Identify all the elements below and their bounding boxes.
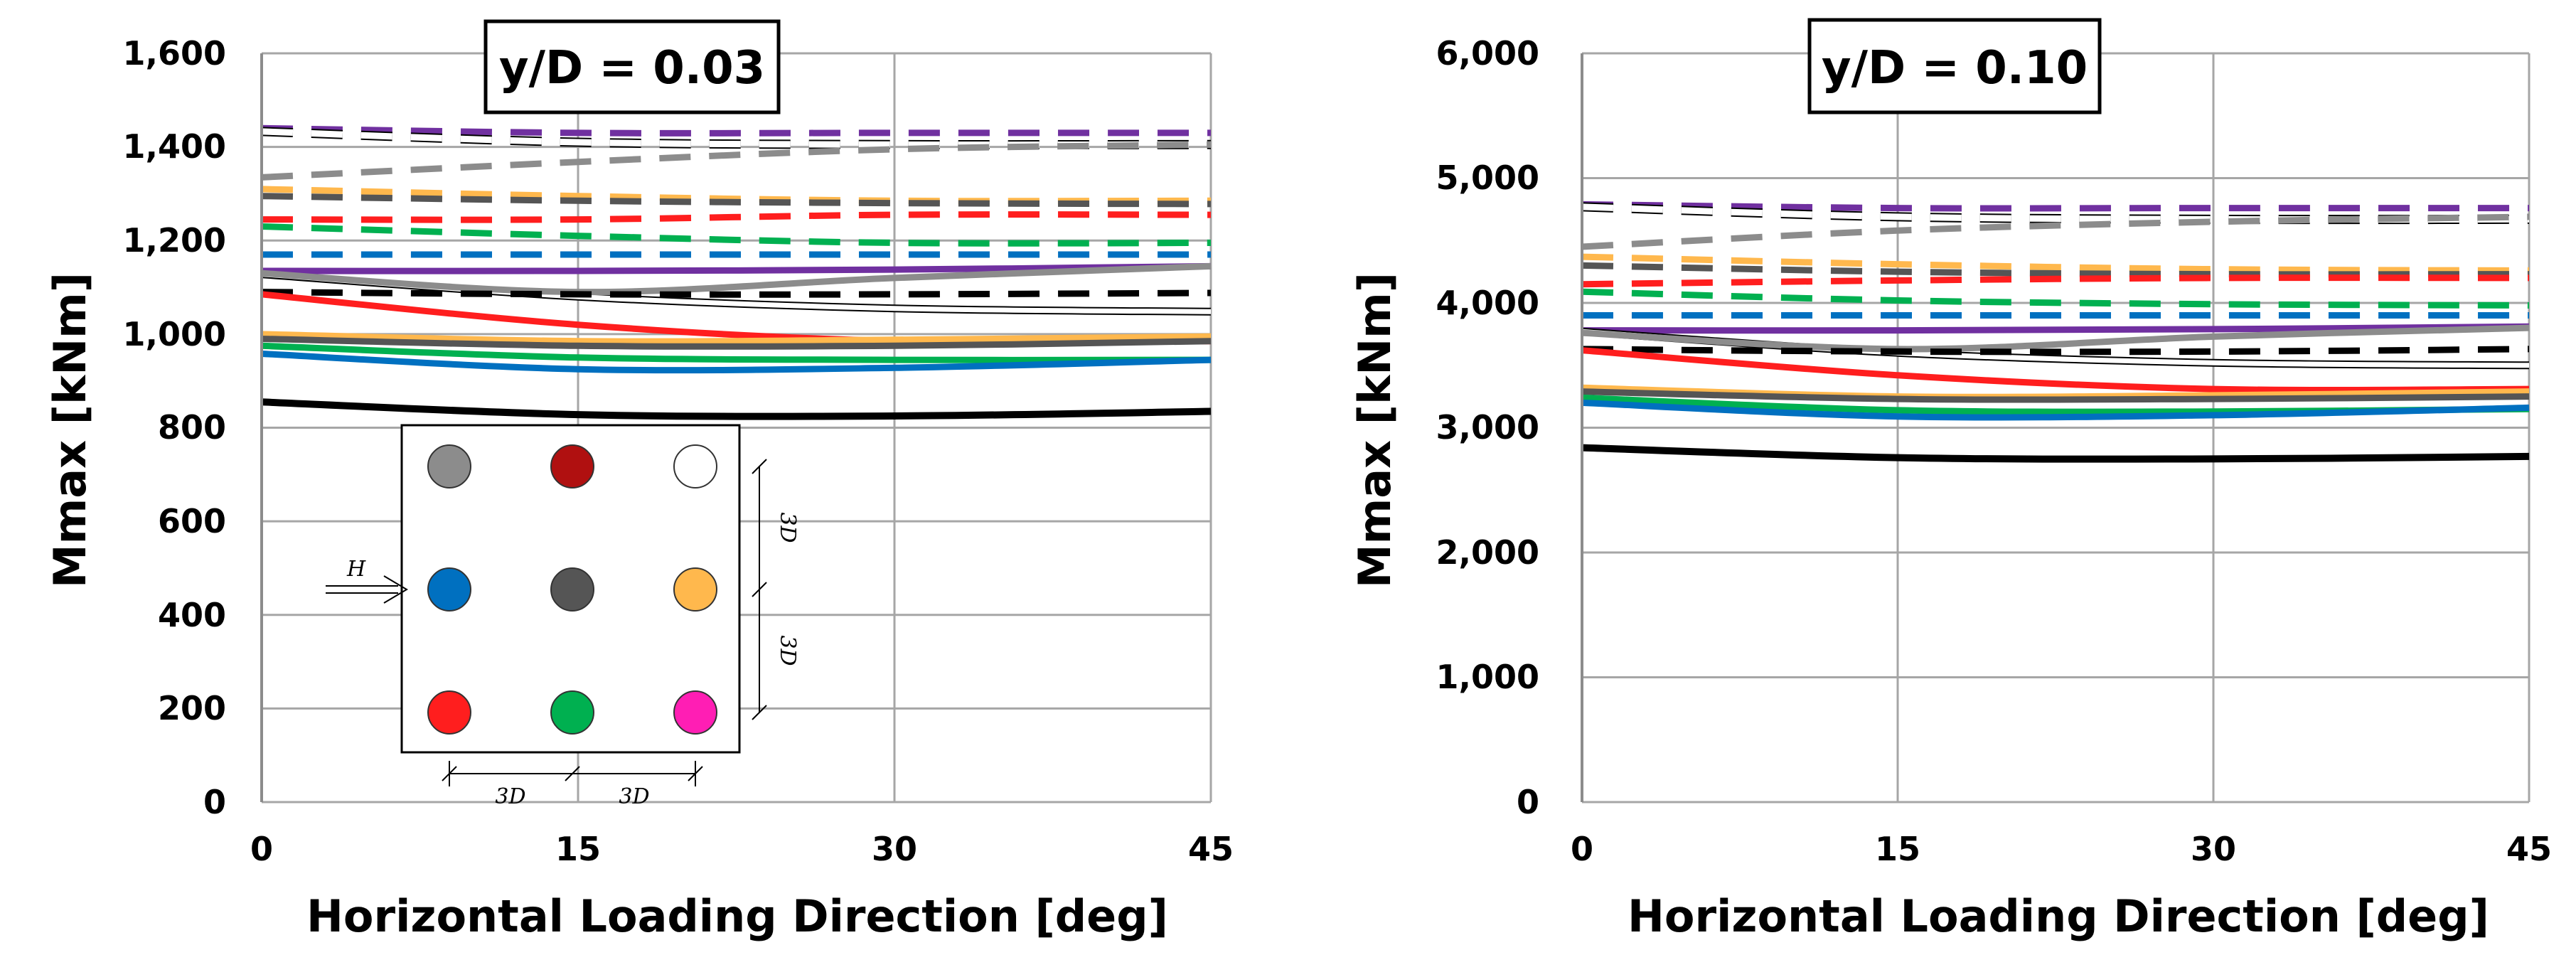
y-tick-label: 1,400 bbox=[122, 127, 226, 166]
y-tick-label: 1,200 bbox=[122, 221, 226, 260]
y-tick-label: 4,000 bbox=[1436, 284, 1539, 322]
x-tick-label: 15 bbox=[555, 830, 601, 868]
series-line-solid-purple bbox=[1581, 323, 2530, 334]
x-tick-labels-right: 0 15 30 45 bbox=[1571, 830, 2552, 868]
y-tick-label: 1,000 bbox=[1436, 658, 1539, 696]
series-line-dashed-black bbox=[261, 289, 1212, 298]
pile-center bbox=[550, 567, 594, 612]
y-tick-label: 2,000 bbox=[1436, 533, 1539, 572]
x-tick-label: 45 bbox=[1188, 830, 1234, 868]
chart-left: 0 200 400 600 800 1,000 1,200 1,400 1,60… bbox=[44, 19, 1234, 942]
series-line-solid-grey bbox=[1581, 324, 2530, 353]
y-tick-label: 400 bbox=[158, 596, 226, 634]
spacing-label: 3D bbox=[619, 784, 649, 809]
horizontal-dimension bbox=[442, 761, 703, 786]
x-axis-title-right: Horizontal Loading Direction [deg] bbox=[1628, 890, 2489, 942]
y-tick-label: 0 bbox=[1517, 783, 1539, 821]
pile-bottom-right bbox=[673, 690, 717, 735]
series-line-dashed-grey bbox=[261, 141, 1212, 181]
series-line-solid-black bbox=[261, 398, 1212, 420]
series-line-solid-darkgrey bbox=[261, 336, 1212, 350]
series-line-dashed-purple bbox=[261, 124, 1211, 137]
y-tick-label: 800 bbox=[158, 408, 226, 447]
y-axis-title-left: Mmax [kNm] bbox=[44, 272, 96, 588]
y-tick-label: 0 bbox=[203, 783, 226, 821]
y-tick-label: 1,600 bbox=[122, 34, 226, 73]
pile-bottom-left bbox=[427, 690, 471, 735]
series-line-dashed-darkgrey bbox=[261, 193, 1212, 208]
series-line-solid-black bbox=[1581, 444, 2530, 463]
series-right bbox=[1581, 201, 2530, 463]
series-line-solid-blue bbox=[1581, 399, 2530, 421]
x-tick-label: 30 bbox=[872, 830, 917, 868]
series-line-solid-grey bbox=[261, 262, 1212, 296]
y-tick-label: 6,000 bbox=[1436, 34, 1539, 73]
x-tick-label: 45 bbox=[2506, 830, 2552, 868]
series-line-solid-darkgrey bbox=[1581, 388, 2530, 403]
series-left bbox=[261, 124, 1212, 420]
x-tick-label: 0 bbox=[250, 830, 273, 868]
series-line-dashed-green bbox=[261, 223, 1212, 247]
chart-title-right: y/D = 0.10 bbox=[1822, 42, 2088, 95]
vertical-dimension bbox=[752, 459, 767, 720]
load-arrow bbox=[326, 575, 408, 604]
x-tick-label: 30 bbox=[2191, 830, 2236, 868]
gridlines-right bbox=[1582, 52, 2530, 804]
pile-top-left bbox=[427, 444, 471, 488]
chart-right: 0 1,000 2,000 3,000 4,000 5,000 6,000 0 … bbox=[1349, 18, 2552, 942]
y-axis-title-right: Mmax [kNm] bbox=[1349, 272, 1401, 588]
series-line-dashed-green bbox=[1581, 288, 2530, 309]
spacing-label: 3D bbox=[775, 635, 800, 666]
x-tick-label: 15 bbox=[1875, 830, 1920, 868]
series-line-solid-orange bbox=[261, 331, 1212, 345]
series-line-solid-blue bbox=[261, 351, 1212, 374]
pile-group-inset: H 3D 3D 3D 3D bbox=[326, 424, 800, 809]
x-tick-labels-left: 0 15 30 45 bbox=[250, 830, 1234, 868]
y-tick-labels-right: 0 1,000 2,000 3,000 4,000 5,000 6,000 bbox=[1436, 34, 1539, 821]
spacing-label: 3D bbox=[775, 512, 800, 543]
series-line-dashed-black bbox=[1581, 346, 2530, 356]
title-box-right bbox=[1807, 18, 2102, 114]
y-tick-label: 5,000 bbox=[1436, 159, 1539, 197]
load-label: H bbox=[346, 557, 366, 582]
y-tick-label: 1,000 bbox=[122, 315, 226, 353]
y-tick-labels-left: 0 200 400 600 800 1,000 1,200 1,400 1,60… bbox=[122, 34, 226, 821]
series-line-solid-purple bbox=[261, 262, 1212, 274]
pile-middle-left bbox=[427, 567, 471, 612]
pile-top-middle bbox=[550, 444, 594, 488]
pile-top-right bbox=[673, 444, 717, 488]
y-tick-label: 600 bbox=[158, 502, 226, 540]
title-box-left bbox=[483, 19, 781, 114]
pile-middle-right bbox=[673, 567, 717, 612]
chart-title-left: y/D = 0.03 bbox=[499, 42, 765, 95]
series-line-dashed-darkgrey bbox=[1581, 262, 2530, 278]
y-tick-label: 3,000 bbox=[1436, 408, 1539, 447]
spacing-label: 3D bbox=[495, 784, 525, 809]
x-tick-label: 0 bbox=[1571, 830, 1593, 868]
series-line-dashed-grey bbox=[1581, 213, 2530, 250]
series-line-dashed-purple bbox=[1581, 201, 2529, 212]
series-line-dashed-red bbox=[261, 211, 1212, 223]
series-line-dashed-red bbox=[1581, 274, 2530, 288]
y-tick-label: 200 bbox=[158, 689, 226, 727]
series-line-dashed-orange bbox=[1581, 253, 2530, 274]
pile-bottom-middle bbox=[550, 690, 594, 735]
series-line-solid-red bbox=[1581, 347, 2530, 394]
series-line-solid-green bbox=[261, 342, 1212, 363]
x-axis-title-left: Horizontal Loading Direction [deg] bbox=[306, 890, 1168, 942]
